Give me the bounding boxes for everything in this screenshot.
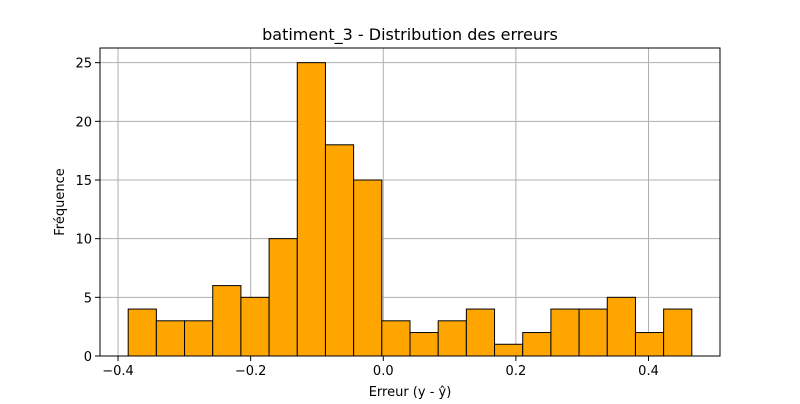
y-tick-label: 25 [75,57,92,72]
x-tick-label: −0.2 [235,364,267,379]
histogram-bar [578,308,608,357]
histogram-bar [409,332,439,357]
histogram-bar [268,238,298,357]
histogram-bar [212,285,242,357]
chart-title: batiment_3 - Distribution des erreurs [262,25,558,45]
bar-layer [127,62,693,357]
y-tick-label: 0 [84,350,92,365]
y-tick-label: 15 [75,174,92,189]
histogram-bar [606,296,636,357]
x-tick-label: 0.2 [506,364,527,379]
histogram-bar [296,62,326,357]
histogram-bar [324,144,355,357]
histogram-bar [550,308,580,357]
histogram-bar [494,343,524,357]
x-tick-label: −0.4 [102,364,134,379]
histogram-bar [381,320,411,357]
axis-layer: −0.4 −0.2 0.0 0.2 0.4 0 5 10 15 20 25 [75,57,658,379]
histogram-bar [437,320,467,357]
histogram-bar [240,296,270,357]
histogram-bar [465,308,496,357]
plot-frame [99,47,721,357]
histogram-bar [353,179,383,357]
y-axis-label: Fréquence [53,168,68,235]
y-tick-label: 20 [75,115,92,130]
histogram-bar [522,332,552,357]
histogram-bar [184,320,214,357]
y-tick-label: 5 [84,291,92,306]
x-axis-label: Erreur (y - ŷ) [369,385,452,400]
histogram-bar [155,320,186,357]
x-tick-label: 0.0 [373,364,394,379]
x-tick-label: 0.4 [638,364,659,379]
histogram-bar [663,308,693,357]
histogram-bar [634,332,665,357]
y-tick-label: 10 [75,233,92,248]
histogram-bar [127,308,157,357]
